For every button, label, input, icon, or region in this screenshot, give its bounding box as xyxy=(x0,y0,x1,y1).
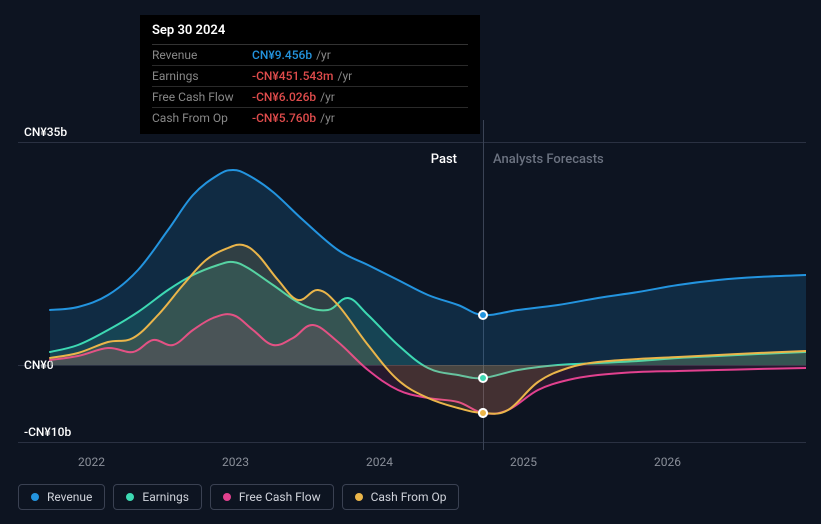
legend-item-label: Free Cash Flow xyxy=(239,490,321,504)
tooltip-row-value: -CN¥5.760b xyxy=(252,111,316,125)
x-axis-label: 2023 xyxy=(222,455,249,469)
x-axis-label: 2026 xyxy=(654,455,681,469)
tooltip-row: Earnings-CN¥451.543m/yr xyxy=(152,66,468,87)
legend-dot-icon xyxy=(223,493,231,501)
tooltip-row-unit: /yr xyxy=(338,69,353,83)
legend-item-free-cash-flow[interactable]: Free Cash Flow xyxy=(210,484,334,510)
tooltip-row: RevenueCN¥9.456b/yr xyxy=(152,45,468,66)
legend-item-label: Earnings xyxy=(142,490,189,504)
tooltip-row-unit: /yr xyxy=(320,90,335,104)
legend-dot-icon xyxy=(126,493,134,501)
x-axis-label: 2024 xyxy=(366,455,393,469)
x-axis-label: 2025 xyxy=(510,455,537,469)
chart-tooltip: Sep 30 2024 RevenueCN¥9.456b/yrEarnings-… xyxy=(140,15,480,134)
legend: Revenue Earnings Free Cash Flow Cash From O… xyxy=(18,484,459,510)
legend-dot-icon xyxy=(31,493,39,501)
tooltip-row-unit: /yr xyxy=(316,48,331,62)
legend-item-label: Cash From Op xyxy=(371,490,447,504)
tooltip-date: Sep 30 2024 xyxy=(152,23,468,45)
tooltip-row-unit: /yr xyxy=(320,111,335,125)
tooltip-row-value: CN¥9.456b xyxy=(252,48,312,62)
legend-item-earnings[interactable]: Earnings xyxy=(113,484,202,510)
legend-dot-icon xyxy=(355,493,363,501)
tooltip-row-value: -CN¥451.543m xyxy=(252,69,334,83)
tooltip-row-label: Revenue xyxy=(152,48,252,62)
tooltip-row-value: -CN¥6.026b xyxy=(252,90,316,104)
tooltip-row-label: Cash From Op xyxy=(152,111,252,125)
tooltip-row-label: Free Cash Flow xyxy=(152,90,252,104)
legend-item-revenue[interactable]: Revenue xyxy=(18,484,105,510)
legend-item-cash-from-op[interactable]: Cash From Op xyxy=(342,484,460,510)
chart-container: Past Analysts Forecasts CN¥35b CN¥0 -CN¥… xyxy=(18,120,806,450)
chart-svg xyxy=(18,120,806,450)
legend-item-label: Revenue xyxy=(47,490,92,504)
tooltip-row-label: Earnings xyxy=(152,69,252,83)
tooltip-row: Free Cash Flow-CN¥6.026b/yr xyxy=(152,87,468,108)
tooltip-row: Cash From Op-CN¥5.760b/yr xyxy=(152,108,468,128)
x-axis-label: 2022 xyxy=(78,455,105,469)
